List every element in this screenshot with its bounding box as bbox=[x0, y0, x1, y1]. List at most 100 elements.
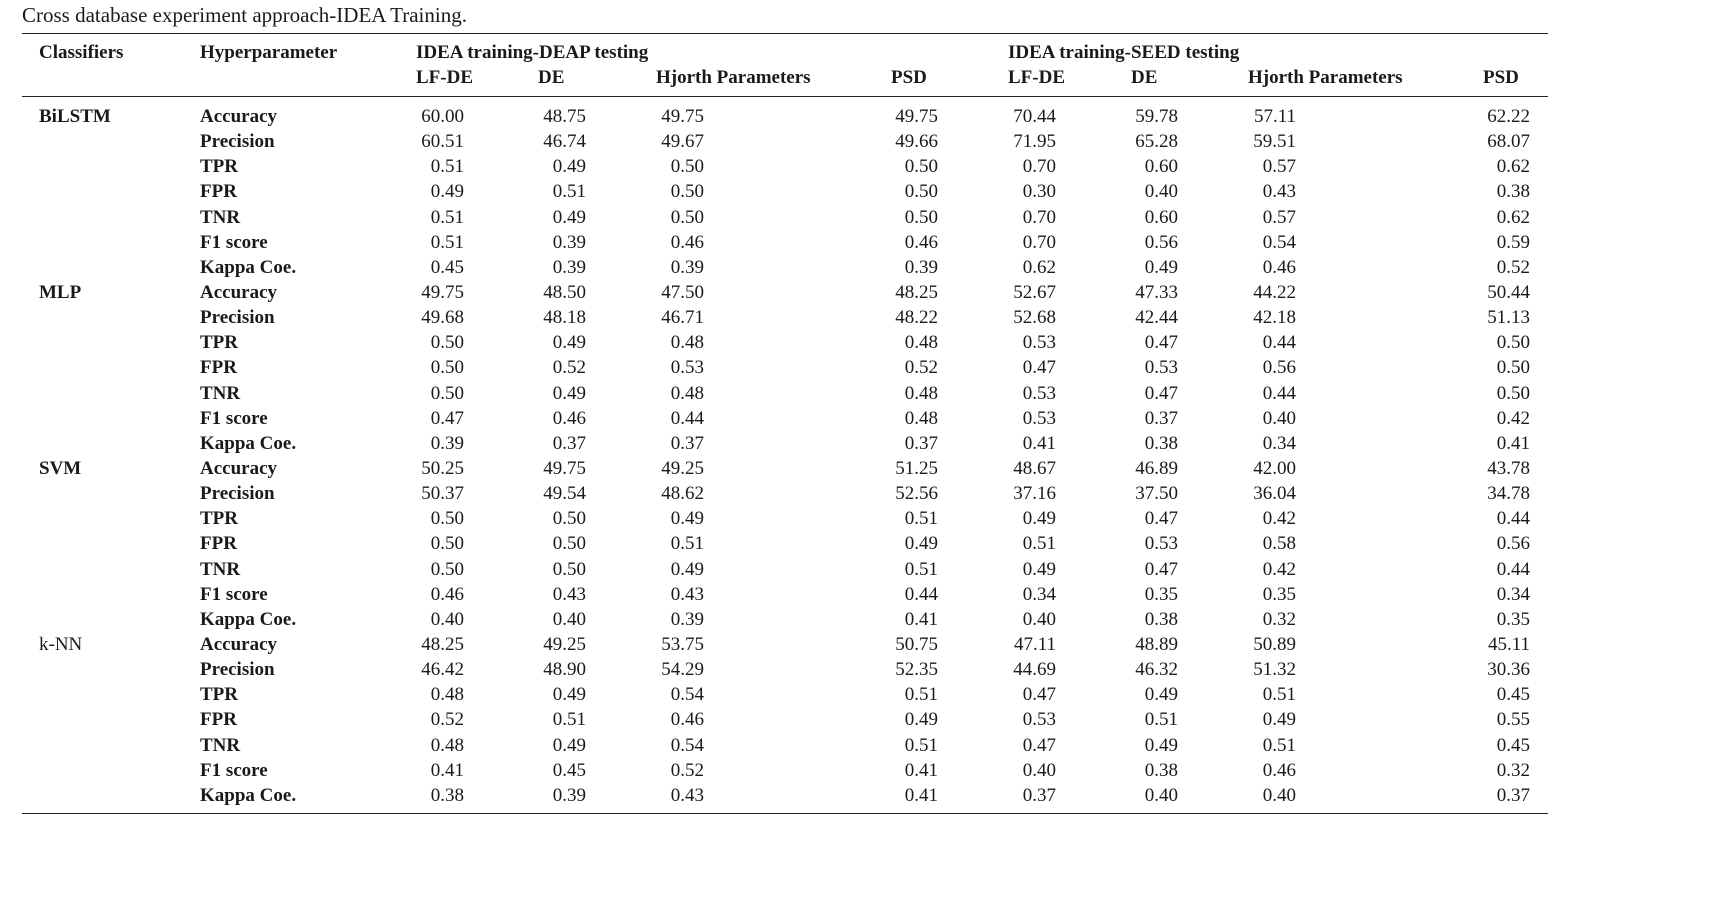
cell-lfde-seed: 44.69 bbox=[1013, 659, 1056, 681]
table-row: Precision 46.42 48.90 54.29 52.35 44.69 46.32 5… bbox=[0, 657, 1729, 682]
cell-hjorth-deap: 49.75 bbox=[661, 106, 704, 127]
cell-psd-deap: 0.49 bbox=[904, 533, 938, 555]
cell-de-deap: 0.49 bbox=[552, 734, 586, 756]
header-col-psd-seed: PSD bbox=[1483, 67, 1519, 88]
cell-lfde-seed: 0.34 bbox=[1022, 583, 1056, 605]
cell-lfde-seed: 0.70 bbox=[1022, 206, 1056, 228]
metric-label: FPR bbox=[200, 357, 237, 379]
table-row: TNR 0.50 0.50 0.49 0.51 0.49 0.47 0.42 0.44 bbox=[0, 557, 1729, 582]
cell-psd-seed: 0.34 bbox=[1496, 583, 1530, 605]
cell-psd-deap: 0.48 bbox=[904, 407, 938, 429]
cell-de-seed: 0.35 bbox=[1144, 583, 1178, 605]
cell-hjorth-deap: 46.71 bbox=[661, 307, 704, 329]
cell-hjorth-seed: 42.18 bbox=[1253, 307, 1296, 329]
table-row: Kappa Coe. 0.45 0.39 0.39 0.39 0.62 0.49 0.46 0.… bbox=[0, 255, 1729, 280]
cell-de-deap: 0.51 bbox=[552, 181, 586, 203]
cell-lfde-seed: 71.95 bbox=[1013, 131, 1056, 153]
cell-de-seed: 46.32 bbox=[1135, 659, 1178, 681]
cell-psd-seed: 0.35 bbox=[1496, 608, 1530, 630]
cell-de-deap: 0.50 bbox=[552, 558, 586, 580]
cell-de-seed: 0.60 bbox=[1144, 206, 1178, 228]
cell-de-deap: 0.51 bbox=[552, 709, 586, 731]
metric-label: TPR bbox=[200, 156, 238, 178]
metric-label: F1 score bbox=[200, 231, 268, 253]
cell-de-seed: 65.28 bbox=[1135, 131, 1178, 153]
table-row: TPR 0.50 0.49 0.48 0.48 0.53 0.47 0.44 0.50 bbox=[0, 330, 1729, 355]
cell-psd-seed: 0.38 bbox=[1496, 181, 1530, 203]
cell-lfde-deap: 0.47 bbox=[430, 407, 464, 429]
cell-lfde-seed: 0.41 bbox=[1022, 432, 1056, 454]
cell-psd-deap: 48.22 bbox=[895, 307, 938, 329]
table-row: TNR 0.50 0.49 0.48 0.48 0.53 0.47 0.44 0.50 bbox=[0, 381, 1729, 406]
table-row: FPR 0.50 0.52 0.53 0.52 0.47 0.53 0.56 0.50 bbox=[0, 355, 1729, 380]
cell-lfde-deap: 48.25 bbox=[421, 633, 464, 655]
cell-de-seed: 0.38 bbox=[1144, 432, 1178, 454]
cell-lfde-seed: 0.47 bbox=[1022, 684, 1056, 706]
cell-de-deap: 0.39 bbox=[552, 231, 586, 253]
cell-psd-deap: 0.44 bbox=[904, 583, 938, 605]
cell-lfde-deap: 0.49 bbox=[430, 181, 464, 203]
cell-psd-seed: 0.62 bbox=[1496, 156, 1530, 178]
cell-hjorth-deap: 0.43 bbox=[670, 784, 704, 806]
metric-label: Accuracy bbox=[200, 457, 278, 479]
metric-label: FPR bbox=[200, 709, 237, 731]
cell-de-deap: 49.75 bbox=[543, 457, 586, 479]
table-bottom-rule bbox=[22, 813, 1548, 814]
cell-hjorth-deap: 0.37 bbox=[670, 432, 704, 454]
cell-lfde-seed: 0.49 bbox=[1022, 508, 1056, 530]
table-row: F1 score 0.51 0.39 0.46 0.46 0.70 0.56 0.54 0.59 bbox=[0, 230, 1729, 255]
cell-psd-deap: 0.50 bbox=[904, 206, 938, 228]
cell-psd-deap: 51.25 bbox=[895, 457, 938, 479]
cell-psd-deap: 0.50 bbox=[904, 156, 938, 178]
cell-de-deap: 0.50 bbox=[552, 508, 586, 530]
cell-de-deap: 0.45 bbox=[552, 759, 586, 781]
cell-psd-seed: 0.42 bbox=[1496, 407, 1530, 429]
metric-label: TPR bbox=[200, 684, 238, 706]
cell-hjorth-deap: 0.52 bbox=[670, 759, 704, 781]
header-col-lfde-deap: LF-DE bbox=[416, 67, 473, 88]
cell-hjorth-deap: 54.29 bbox=[661, 659, 704, 681]
cell-psd-seed: 0.50 bbox=[1496, 382, 1530, 404]
cell-de-seed: 0.60 bbox=[1144, 156, 1178, 178]
cell-hjorth-deap: 0.50 bbox=[670, 181, 704, 203]
cell-hjorth-deap: 0.50 bbox=[670, 206, 704, 228]
header-col-lfde-seed: LF-DE bbox=[1008, 67, 1065, 88]
table-row: TPR 0.48 0.49 0.54 0.51 0.47 0.49 0.51 0.45 bbox=[0, 682, 1729, 707]
cell-psd-seed: 0.59 bbox=[1496, 231, 1530, 253]
cell-lfde-deap: 50.25 bbox=[421, 457, 464, 479]
cell-hjorth-seed: 0.44 bbox=[1262, 332, 1296, 354]
header-col-de-deap: DE bbox=[538, 67, 565, 88]
cell-lfde-deap: 0.41 bbox=[430, 759, 464, 781]
cell-lfde-deap: 0.52 bbox=[430, 709, 464, 731]
cell-psd-deap: 0.51 bbox=[904, 684, 938, 706]
cell-lfde-seed: 37.16 bbox=[1013, 483, 1056, 505]
cell-psd-seed: 51.13 bbox=[1487, 307, 1530, 329]
cell-hjorth-deap: 0.48 bbox=[670, 332, 704, 354]
table-body: BiLSTM Accuracy 60.00 48.75 49.75 49.75 70.44 5… bbox=[0, 104, 1729, 808]
cell-de-seed: 46.89 bbox=[1135, 457, 1178, 479]
cell-de-deap: 0.49 bbox=[552, 206, 586, 228]
cell-psd-deap: 0.48 bbox=[904, 382, 938, 404]
metric-label: TNR bbox=[200, 734, 241, 756]
cell-de-deap: 48.18 bbox=[543, 307, 586, 329]
cell-lfde-deap: 49.68 bbox=[421, 307, 464, 329]
cell-lfde-deap: 0.51 bbox=[430, 206, 464, 228]
cell-lfde-deap: 0.48 bbox=[430, 734, 464, 756]
table-row: FPR 0.50 0.50 0.51 0.49 0.51 0.53 0.58 0.56 bbox=[0, 531, 1729, 556]
metric-label: Precision bbox=[200, 659, 275, 681]
cell-de-seed: 37.50 bbox=[1135, 483, 1178, 505]
cell-psd-deap: 52.35 bbox=[895, 659, 938, 681]
cell-hjorth-seed: 50.89 bbox=[1253, 633, 1296, 655]
header-col-de-seed: DE bbox=[1131, 67, 1158, 88]
cell-lfde-seed: 0.62 bbox=[1022, 256, 1056, 278]
cell-de-seed: 42.44 bbox=[1135, 307, 1178, 329]
cell-lfde-deap: 0.51 bbox=[430, 231, 464, 253]
cell-de-deap: 0.46 bbox=[552, 407, 586, 429]
cell-de-seed: 0.47 bbox=[1144, 558, 1178, 580]
cell-lfde-deap: 0.40 bbox=[430, 608, 464, 630]
metric-label: Precision bbox=[200, 131, 275, 153]
cell-de-seed: 0.38 bbox=[1144, 759, 1178, 781]
metric-label: F1 score bbox=[200, 407, 268, 429]
metric-label: Kappa Coe. bbox=[200, 432, 297, 454]
cell-de-deap: 49.54 bbox=[543, 483, 586, 505]
